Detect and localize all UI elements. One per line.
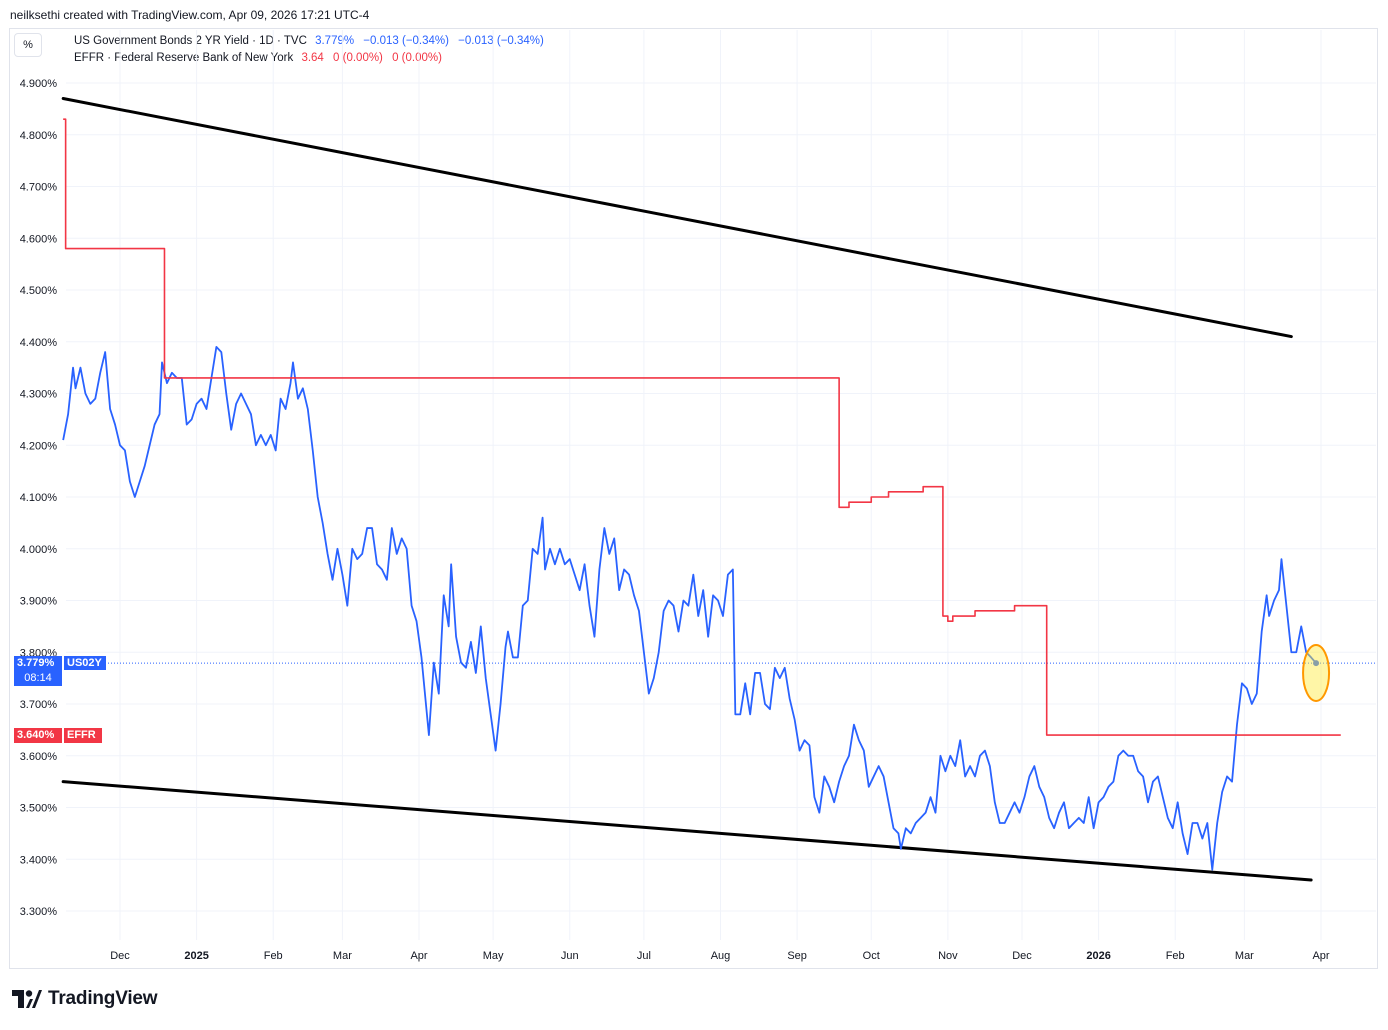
legend-change-effr: 0 (0.00%) [333, 52, 383, 64]
price-tag-us02y-label: US02Y [64, 656, 106, 670]
x-tick-label: Jul [637, 950, 651, 962]
price-tag-effr-value: 3.640% [14, 728, 62, 743]
trendline [61, 780, 1313, 882]
legend-name-effr: EFFR · Federal Reserve Bank of New York [74, 52, 294, 64]
price-tag-us02y-value: 3.779% [14, 656, 62, 670]
last-point-dot [1313, 660, 1320, 667]
x-tick-label: Dec [110, 950, 130, 962]
tradingview-logo-icon [12, 990, 42, 1008]
series-line-effr [63, 118, 1341, 736]
trendline [61, 97, 1293, 339]
y-tick-label: 4.200% [20, 440, 58, 452]
x-tick-label: Mar [333, 950, 352, 962]
series-line-us02y [62, 346, 1317, 871]
y-tick-label: 3.600% [20, 751, 58, 763]
tradingview-logo[interactable]: TradingView [12, 988, 158, 1010]
trendlines [61, 97, 1313, 882]
highlight-ellipse [1302, 643, 1331, 702]
legend-change2-us02y: −0.013 (−0.34%) [458, 35, 544, 47]
y-tick-label: 4.300% [20, 389, 58, 401]
x-tick-label: 2025 [184, 950, 208, 962]
y-tick-label: 4.500% [20, 285, 58, 297]
price-tag-effr-label: EFFR [64, 728, 102, 743]
x-tick-label: Mar [1235, 950, 1254, 962]
y-tick-label: 4.700% [20, 182, 58, 194]
legend-row-effr[interactable]: EFFR · Federal Reserve Bank of New York … [74, 52, 442, 64]
y-tick-label: 4.800% [20, 130, 58, 142]
y-tick-label: 3.300% [20, 906, 58, 918]
x-tick-label: Jun [561, 950, 579, 962]
chart-header: neilksethi created with TradingView.com,… [10, 8, 370, 22]
y-tick-label: 3.400% [20, 854, 58, 866]
x-tick-label: Oct [863, 950, 880, 962]
x-tick-label: Apr [1312, 950, 1329, 962]
x-tick-label: Feb [1166, 950, 1185, 962]
price-tag-us02y-countdown: 08:14 [14, 670, 62, 686]
y-axis-labels: 4.900% 4.800% 4.700% 4.600% 4.500% 4.400% 4.30… [20, 78, 58, 918]
legend-change-us02y: −0.013 (−0.34%) [363, 35, 449, 47]
markers [1302, 643, 1331, 702]
y-tick-label: 3.700% [20, 699, 58, 711]
x-tick-label: Sep [787, 950, 807, 962]
y-tick-label: 4.400% [20, 337, 58, 349]
y-tick-label: 3.900% [20, 596, 58, 608]
percent-scale-button[interactable]: % [14, 33, 42, 57]
x-tick-label: Aug [711, 950, 731, 962]
x-tick-label: Apr [410, 950, 427, 962]
x-tick-label: Nov [938, 950, 958, 962]
x-tick-label: Feb [264, 950, 283, 962]
y-tick-label: 3.500% [20, 803, 58, 815]
x-axis-labels: Dec 2025 Feb Mar Apr May Jun Jul Aug Sep Oct Nov Dec… [110, 950, 1330, 962]
chart-frame [9, 28, 1378, 969]
grid-lines [66, 30, 1376, 940]
x-tick-label: 2026 [1086, 950, 1110, 962]
legend-row-us02y[interactable]: US Government Bonds 2 YR Yield · 1D · TV… [74, 35, 544, 47]
y-tick-label: 4.900% [20, 78, 58, 90]
legend-value-effr: 3.64 [301, 52, 324, 64]
y-tick-label: 4.100% [20, 492, 58, 504]
series-lines [62, 118, 1341, 871]
legend-name-us02y: US Government Bonds 2 YR Yield · 1D · TV… [74, 35, 307, 47]
tradingview-logo-text: TradingView [48, 988, 158, 1009]
x-tick-label: Dec [1012, 950, 1032, 962]
x-tick-label: May [483, 950, 504, 962]
y-tick-label: 4.000% [20, 544, 58, 556]
y-tick-label: 4.600% [20, 233, 58, 245]
legend-change2-effr: 0 (0.00%) [392, 52, 442, 64]
legend-value-us02y: 3.779% [315, 35, 355, 47]
